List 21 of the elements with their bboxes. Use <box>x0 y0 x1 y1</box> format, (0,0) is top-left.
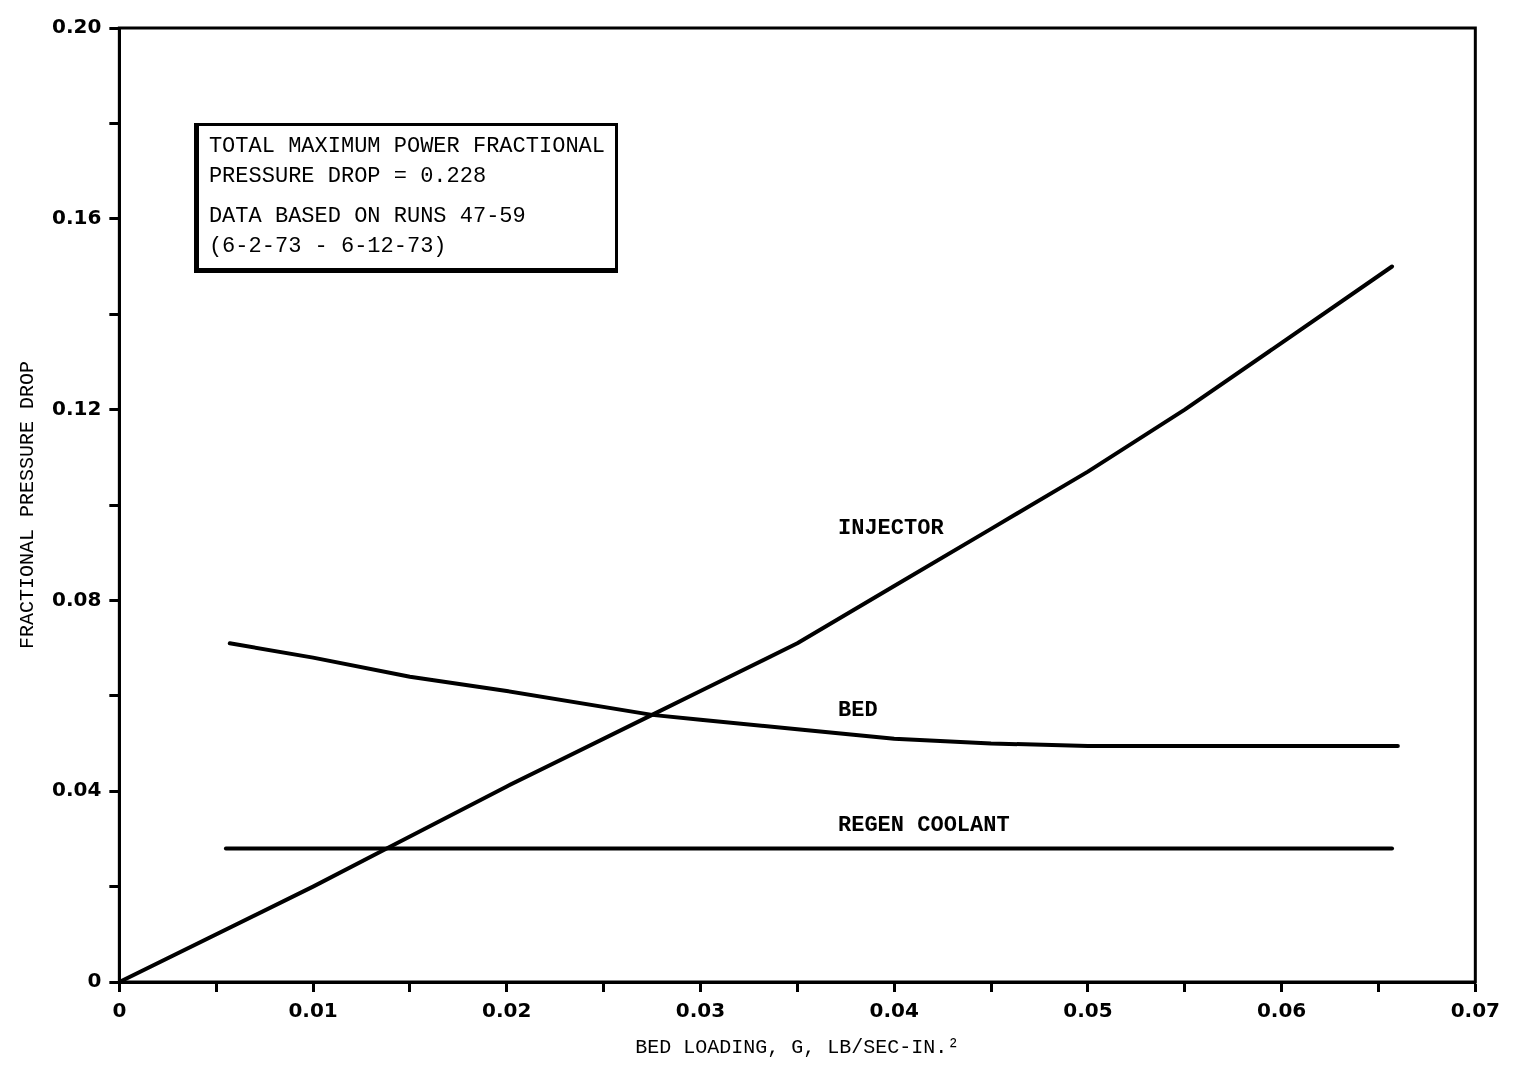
x-tick-label: 0.07 <box>1450 998 1501 1023</box>
x-tick-label: 0.05 <box>1063 998 1113 1023</box>
series-label: INJECTOR <box>838 515 945 541</box>
annotation: TOTAL MAXIMUM POWER FRACTIONAL PRESSURE DROP = 0.228 <box>208 133 605 192</box>
x-tick-label: 0.06 <box>1256 998 1307 1023</box>
x-tick-label: 0 <box>112 998 127 1023</box>
x-tick-label: 0.02 <box>482 998 532 1023</box>
y-axis-title: FRACTIONAL PRESSURE DROP <box>16 360 40 650</box>
x-tick-label: 0.01 <box>288 998 338 1023</box>
series-label: REGEN COOLANT <box>838 812 1010 838</box>
x-tick-label: 0.03 <box>675 998 726 1023</box>
y-tick-label: 0 <box>87 968 102 993</box>
y-tick-label: 0.08 <box>51 586 102 611</box>
y-tick-label: 0.12 <box>51 395 102 420</box>
series-label: BED <box>838 697 878 723</box>
y-tick-label: 0.16 <box>51 205 102 229</box>
annotation: DATA BASED ON RUNS 47-59 (6-2-73 - 6-12-73) <box>208 203 527 262</box>
y-tick-label: 0.20 <box>51 14 102 39</box>
x-tick-label: 0.04 <box>869 998 919 1023</box>
x-axis-title: BED LOADING, G, LB/SEC-IN.² <box>635 1036 960 1060</box>
y-tick-label: 0.04 <box>51 777 102 802</box>
